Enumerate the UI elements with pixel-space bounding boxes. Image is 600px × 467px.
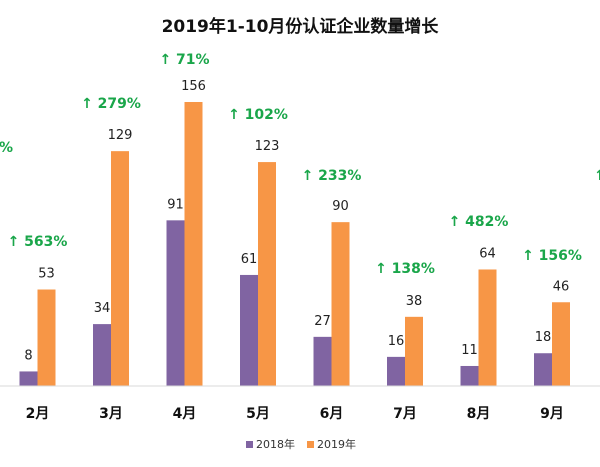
bar-2019-cat-1	[37, 289, 56, 386]
bar-2019-cat-2	[111, 151, 129, 386]
growth-label-cat-0: %	[0, 140, 13, 156]
data-label-2019-cat-4: 123	[255, 139, 280, 154]
legend-swatch-2018	[246, 441, 253, 448]
data-label-2018-cat-2: 34	[94, 301, 111, 316]
bar-2018-cat-6	[387, 356, 405, 386]
data-label-2018-cat-1: 8	[24, 348, 32, 363]
legend: 2018年 2019年	[246, 437, 356, 451]
growth-label-cat-5: ↑ 233%	[302, 168, 362, 184]
growth-label-cat-8: ↑ 156%	[522, 248, 582, 264]
bar-2018-cat-4	[240, 274, 258, 386]
growth-label-cat-4: ↑ 102%	[228, 107, 288, 123]
data-label-2019-cat-8: 46	[553, 279, 570, 294]
bar-2018-cat-7	[460, 365, 479, 386]
x-tick-label-cat-4: 5月	[246, 406, 270, 422]
data-label-2018-cat-7: 11	[461, 343, 478, 358]
legend-swatch-2019	[307, 441, 314, 448]
x-tick-label-cat-7: 8月	[467, 406, 491, 422]
x-tick-label-cat-5: 6月	[320, 406, 344, 422]
bar-2018-cat-8	[534, 353, 552, 386]
legend-label-2019: 2019年	[317, 437, 356, 451]
bar-2019-cat-4	[258, 162, 276, 386]
bar-2018-cat-5	[313, 336, 332, 386]
bar-2019-cat-5	[331, 222, 350, 386]
x-tick-label-cat-1: 2月	[26, 406, 50, 422]
bar-2019-cat-7	[478, 269, 497, 386]
labels-layer: % 2月 8 53 ↑ 563% 3月 34 129 ↑ 279% 4月 91 156 ↑ 71% 5月 6…	[0, 52, 600, 422]
data-label-2018-cat-3: 91	[167, 197, 184, 212]
growth-label-cat-1: ↑ 563%	[8, 234, 68, 250]
growth-label-cat-9: ↑	[594, 168, 600, 184]
bar-2018-cat-3	[166, 220, 185, 386]
growth-label-cat-2: ↑ 279%	[81, 96, 141, 112]
x-tick-label-cat-3: 4月	[173, 406, 197, 422]
bars-layer	[19, 102, 570, 386]
growth-label-cat-7: ↑ 482%	[449, 214, 509, 230]
data-label-2018-cat-4: 61	[241, 252, 258, 267]
bar-2018-cat-1	[19, 371, 38, 386]
data-label-2019-cat-3: 156	[181, 79, 206, 94]
data-label-2018-cat-5: 27	[314, 314, 331, 329]
growth-label-cat-6: ↑ 138%	[375, 261, 435, 277]
data-label-2019-cat-1: 53	[38, 267, 55, 282]
growth-label-cat-3: ↑ 71%	[159, 52, 209, 68]
data-label-2018-cat-6: 16	[388, 334, 405, 349]
bar-2019-cat-8	[552, 302, 570, 386]
bar-2018-cat-2	[93, 324, 111, 386]
bar-2019-cat-3	[184, 102, 203, 386]
bar-2019-cat-6	[405, 316, 423, 386]
data-label-2019-cat-7: 64	[479, 246, 496, 261]
data-label-2019-cat-2: 129	[108, 128, 133, 143]
legend-label-2018: 2018年	[256, 437, 295, 451]
x-tick-label-cat-8: 9月	[540, 406, 564, 422]
chart-title: 2019年1-10月份认证企业数量增长	[162, 16, 440, 37]
data-label-2018-cat-8: 18	[535, 330, 552, 345]
data-label-2019-cat-6: 38	[406, 294, 423, 309]
data-label-2019-cat-5: 90	[332, 199, 349, 214]
x-tick-label-cat-2: 3月	[99, 406, 123, 422]
x-tick-label-cat-6: 7月	[393, 406, 417, 422]
